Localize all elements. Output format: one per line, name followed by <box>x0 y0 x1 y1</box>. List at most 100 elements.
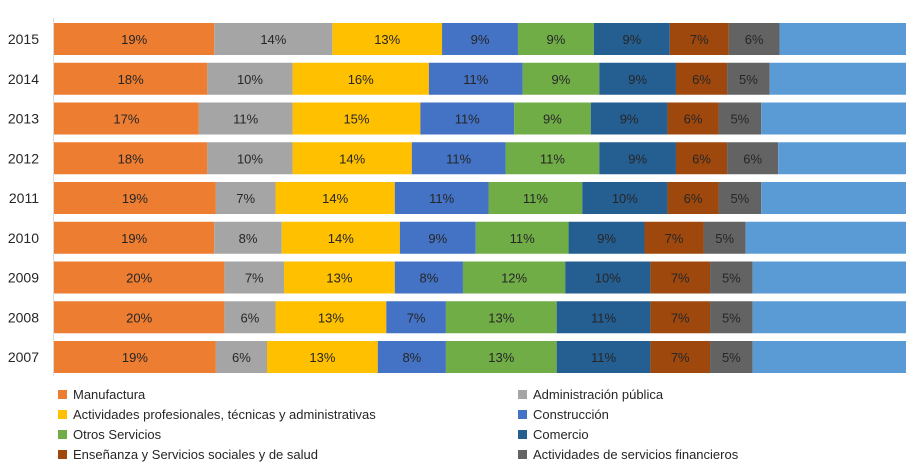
y-tick-label: 2008 <box>8 309 39 325</box>
bar-segment <box>377 341 446 373</box>
legend-item: Comercio <box>518 424 589 444</box>
legend-item: Actividades de servicios financieros <box>518 444 738 464</box>
data-label: 6% <box>692 72 711 87</box>
legend-label: Manufactura <box>73 386 146 402</box>
y-tick-label: 2015 <box>8 31 39 47</box>
y-tick-label: 2007 <box>8 349 39 365</box>
stacked-bar-chart: 2015 19% 14% 13% 9% 9% 9% 7% 6% 2014 18% 10% 16% 11% 9… <box>8 18 906 376</box>
bar-segment <box>727 142 779 175</box>
bar-segment <box>745 221 906 254</box>
bar-segment <box>590 102 668 135</box>
legend-swatch <box>518 429 527 439</box>
legend-label: Comercio <box>533 426 589 442</box>
data-label: 9% <box>428 231 447 246</box>
bar-segment <box>275 301 387 334</box>
data-label: 15% <box>343 112 369 127</box>
data-label: 18% <box>118 72 144 87</box>
bar-segment <box>207 142 293 175</box>
data-label: 12% <box>501 271 527 286</box>
data-label: 9% <box>552 72 571 87</box>
bar-segment <box>224 301 276 334</box>
data-label: 19% <box>122 191 148 206</box>
bar-segment <box>752 301 906 334</box>
bar-segment <box>445 341 557 373</box>
bar-segment <box>292 142 412 175</box>
bar-segment <box>761 182 906 214</box>
bar-segment <box>675 62 728 95</box>
bar-segment <box>54 102 199 135</box>
bar-segment <box>718 182 762 214</box>
legend-label: Otros Servicios <box>73 426 162 442</box>
data-label: 5% <box>739 72 758 87</box>
bar-segment <box>667 102 719 135</box>
data-label: 13% <box>488 350 514 365</box>
bar-segment <box>215 341 267 373</box>
legend-item: Construcción <box>518 404 609 424</box>
bar-segment <box>281 221 400 254</box>
y-tick-label: 2013 <box>8 111 39 127</box>
bar-segment <box>399 221 476 254</box>
data-label: 5% <box>722 271 741 286</box>
bar-segment <box>428 62 523 95</box>
data-label: 13% <box>326 271 352 286</box>
data-label: 13% <box>374 32 400 47</box>
data-label: 11% <box>510 231 535 246</box>
bar-segment <box>462 261 566 294</box>
legend-swatch <box>58 389 67 399</box>
bar-segment <box>568 221 645 254</box>
data-label: 9% <box>471 32 490 47</box>
bar-segment <box>54 301 225 334</box>
data-label: 9% <box>622 32 641 47</box>
bar-segment <box>761 102 906 135</box>
data-label: 11% <box>429 191 454 206</box>
data-label: 20% <box>126 310 152 325</box>
data-label: 7% <box>690 32 709 47</box>
data-label: 11% <box>591 310 616 325</box>
bar-segment <box>703 221 746 254</box>
data-label: 11% <box>455 112 480 127</box>
data-label: 13% <box>488 310 514 325</box>
data-label: 9% <box>597 231 616 246</box>
legend-item: Enseñanza y Servicios sociales y de salu… <box>58 444 318 464</box>
data-label: 7% <box>665 231 684 246</box>
data-label: 6% <box>684 191 703 206</box>
data-label: 6% <box>684 112 703 127</box>
legend-label: Construcción <box>533 406 609 422</box>
bar-segment <box>675 142 728 175</box>
data-label: 20% <box>126 271 152 286</box>
bar-segment <box>718 102 762 135</box>
legend-label: Administración pública <box>533 386 664 402</box>
bar-segment <box>599 142 676 175</box>
bar-segment <box>728 23 780 55</box>
bar-segment <box>565 261 651 294</box>
legend-label: Enseñanza y Servicios sociales y de salu… <box>73 446 318 462</box>
legend-item: Actividades profesionales, técnicas y ad… <box>58 404 376 424</box>
bar-segment <box>710 261 753 294</box>
bar-segment <box>669 23 729 55</box>
bar-segment <box>292 62 429 95</box>
y-tick-label: 2012 <box>8 150 39 166</box>
data-label: 9% <box>543 112 562 127</box>
bar-segment <box>215 182 276 214</box>
bar-segment <box>650 261 711 294</box>
bar-segment <box>582 182 668 214</box>
bar-segment <box>332 23 443 55</box>
bar-segment <box>650 341 711 373</box>
data-label: 11% <box>233 112 258 127</box>
legend-swatch <box>518 389 527 399</box>
legend-label: Actividades de servicios financieros <box>533 446 739 462</box>
data-label: 7% <box>236 191 255 206</box>
data-label: 5% <box>730 112 749 127</box>
legend-item: Manufactura <box>58 384 145 404</box>
y-tick-label: 2014 <box>8 71 39 87</box>
bar-segment <box>710 341 753 373</box>
data-label: 14% <box>339 151 365 166</box>
legend-item: Administración pública <box>518 384 663 404</box>
bar-segment <box>514 102 591 135</box>
bar-segment <box>207 62 293 95</box>
data-label: 8% <box>419 271 438 286</box>
bar-segment <box>394 261 463 294</box>
data-label: 6% <box>232 350 251 365</box>
bar-segment <box>54 221 215 254</box>
data-label: 10% <box>612 191 638 206</box>
